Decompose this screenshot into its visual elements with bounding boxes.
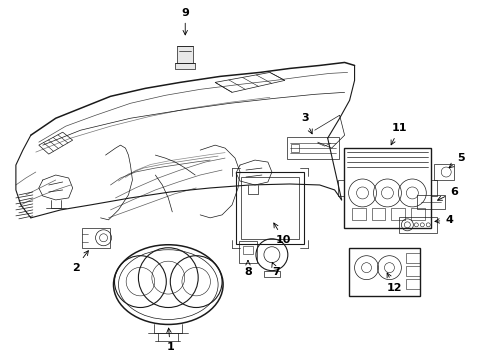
Bar <box>239 241 256 263</box>
Bar <box>371 208 385 220</box>
Bar <box>406 253 420 263</box>
Bar <box>290 144 298 152</box>
Bar <box>348 248 420 296</box>
Bar <box>416 195 444 209</box>
Text: 2: 2 <box>72 251 88 273</box>
Bar <box>243 246 252 254</box>
Text: 5: 5 <box>448 153 464 168</box>
Bar <box>264 271 279 276</box>
Text: 3: 3 <box>300 113 312 134</box>
Bar <box>337 180 343 196</box>
Bar <box>433 164 453 180</box>
Text: 12: 12 <box>386 273 401 293</box>
Bar <box>81 228 109 248</box>
Text: 10: 10 <box>273 223 291 245</box>
Bar <box>399 217 436 233</box>
Bar <box>430 180 436 196</box>
Bar <box>236 172 303 244</box>
Bar <box>286 137 338 159</box>
Text: 4: 4 <box>434 215 452 225</box>
Text: 7: 7 <box>271 262 279 276</box>
Bar <box>241 177 298 239</box>
Bar <box>175 63 195 69</box>
Bar <box>410 208 425 220</box>
Bar <box>390 208 405 220</box>
Bar <box>406 279 420 289</box>
Text: 11: 11 <box>390 123 407 145</box>
Bar <box>351 208 365 220</box>
Bar <box>177 45 193 63</box>
Text: 1: 1 <box>166 328 174 352</box>
Text: 6: 6 <box>437 187 457 200</box>
Text: 9: 9 <box>181 8 189 35</box>
Bar <box>406 266 420 276</box>
Bar <box>343 148 430 228</box>
Text: 8: 8 <box>244 261 251 276</box>
